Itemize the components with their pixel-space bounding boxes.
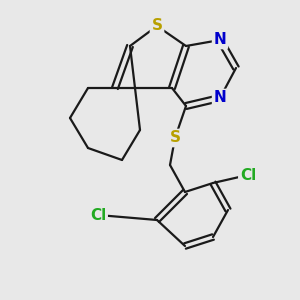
Text: S: S <box>152 19 163 34</box>
Text: N: N <box>214 32 226 47</box>
Text: Cl: Cl <box>240 167 256 182</box>
Text: N: N <box>214 91 226 106</box>
Text: S: S <box>169 130 181 146</box>
Text: Cl: Cl <box>90 208 106 223</box>
